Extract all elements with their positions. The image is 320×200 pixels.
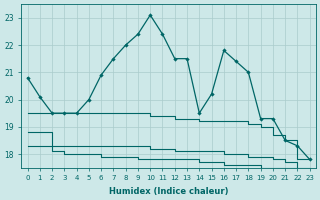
X-axis label: Humidex (Indice chaleur): Humidex (Indice chaleur) [109,187,228,196]
